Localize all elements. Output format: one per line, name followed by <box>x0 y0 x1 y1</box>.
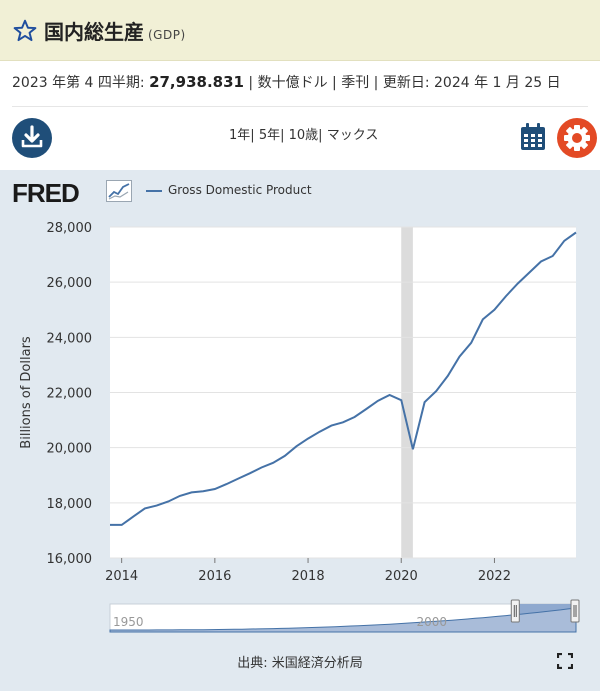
gdp-chart[interactable]: 16,000 18,000 20,000 22,000 24,000 26,000 28,0… <box>0 170 600 650</box>
divider <box>12 106 588 107</box>
meta-sep: | <box>369 75 383 91</box>
x-tick-label: 2018 <box>292 569 325 584</box>
download-button[interactable] <box>12 118 52 158</box>
y-tick-label: 24,000 <box>47 331 93 346</box>
range-navigator[interactable]: 1950 2000 <box>109 599 580 633</box>
legend-swatch <box>146 189 162 192</box>
source-note: 出典: 米国経済分析局 <box>237 656 363 671</box>
series-title: 国内総生産 <box>44 20 144 44</box>
handle-grip <box>510 599 520 623</box>
x-tick-label: 2016 <box>198 569 231 584</box>
y-tick-label: 26,000 <box>47 276 93 291</box>
navigator-right-handle[interactable] <box>570 599 580 623</box>
gear-icon <box>564 125 590 151</box>
range-sep: | <box>250 128 255 143</box>
navigator-series <box>109 607 577 633</box>
navigator-label: 1950 <box>113 615 144 629</box>
download-icon <box>21 125 43 148</box>
chart-legend: Gross Domestic Product <box>146 183 312 197</box>
y-tick-label: 28,000 <box>47 221 93 236</box>
meta-updated: 更新日: 2024 年 1 月 25 日 <box>382 75 561 91</box>
range-5y-button[interactable]: 5年 <box>258 128 281 143</box>
fullscreen-icon[interactable] <box>557 653 573 669</box>
meta-period: 2023 年第 4 四半期: <box>12 75 145 91</box>
settings-button[interactable] <box>557 118 597 158</box>
navigator-label: 2000 <box>417 615 448 629</box>
range-sep: | <box>318 128 323 143</box>
meta-value: 27,938.831 <box>149 73 244 91</box>
range-10y-button[interactable]: 10歳 <box>288 128 319 143</box>
series-meta: 2023 年第 4 四半期: 27,938.831 | 数十億ドル | 季刊 |… <box>12 72 592 92</box>
chart-area: FRED Gross Domestic Product 16,000 18,000… <box>0 170 600 691</box>
navigator-labels: 1950 2000 <box>113 615 447 629</box>
page-header: 国内総生産 (GDP) <box>0 0 600 61</box>
series-line[interactable] <box>110 231 577 526</box>
y-tick-label: 20,000 <box>47 442 93 457</box>
range-selector: 1年| 5年| 10歳| マックス <box>229 124 378 143</box>
star-icon[interactable] <box>12 18 38 44</box>
range-1y-button[interactable]: 1年 <box>229 128 251 143</box>
y-tick-label: 18,000 <box>47 497 93 512</box>
meta-frequency: 季刊 <box>341 75 370 91</box>
fred-graph-icon <box>106 180 132 202</box>
legend-label: Gross Domestic Product <box>168 183 312 197</box>
handle-grip <box>570 599 580 623</box>
range-max-button[interactable]: マックス <box>326 128 379 143</box>
y-axis-label: Billions of Dollars <box>19 336 34 449</box>
x-tick-label: 2022 <box>478 569 511 584</box>
series-code: (GDP) <box>148 28 186 42</box>
grid-lines <box>110 226 576 559</box>
fred-logo[interactable]: FRED <box>12 178 80 208</box>
meta-sep: | <box>327 75 342 91</box>
navigator-left-handle[interactable] <box>510 599 520 623</box>
y-tick-label: 16,000 <box>47 552 93 567</box>
y-tick-label: 22,000 <box>47 387 93 402</box>
x-tick-label: 2020 <box>385 569 418 584</box>
page-title: 国内総生産 (GDP) <box>44 16 186 45</box>
meta-units: 数十億ドル <box>257 75 328 91</box>
x-axis-ticks: 2014 2016 2018 2020 2022 <box>105 558 511 584</box>
meta-sep: | <box>243 75 258 91</box>
calendar-icon[interactable] <box>519 122 547 152</box>
range-sep: | <box>280 128 285 143</box>
y-axis-ticks: 16,000 18,000 20,000 22,000 24,000 26,000 28,0… <box>47 221 93 567</box>
x-tick-label: 2014 <box>105 569 138 584</box>
